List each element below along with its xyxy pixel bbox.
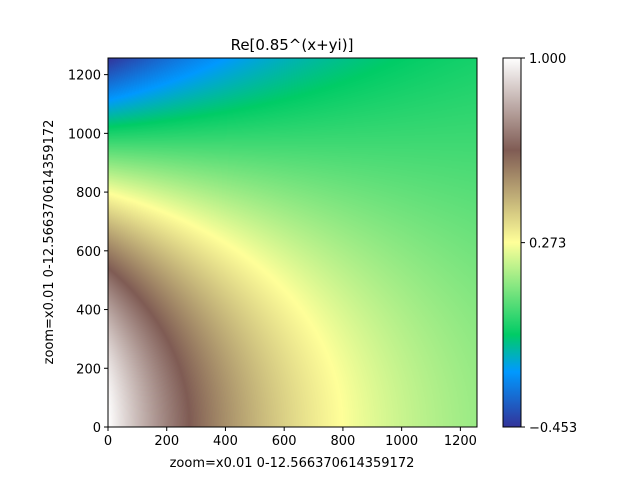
heatmap-container: [108, 58, 477, 427]
plot-area: [107, 57, 478, 428]
x-tick-label: 800: [330, 434, 355, 449]
y-tick-label: 600: [76, 245, 101, 260]
x-tick-label: 0: [104, 434, 112, 449]
y-axis: 0 200 400 600 800 1000 1200: [68, 69, 108, 436]
heatmap: [108, 58, 477, 427]
y-axis-label: zoom=x0.01 0-12.566370614359172: [42, 120, 57, 365]
y-tick-label: 200: [76, 362, 101, 377]
plot-frame: [107, 57, 478, 428]
y-tick-label: 1200: [68, 69, 101, 84]
chart-title: Re[0.85^(x+yi)]: [231, 36, 354, 54]
y-tick-label: 0: [93, 421, 101, 436]
x-axis-label: zoom=x0.01 0-12.566370614359172: [170, 456, 415, 471]
x-tick-label: 1000: [385, 434, 418, 449]
x-tick-label: 1200: [444, 434, 477, 449]
colorbar-gradient: [503, 58, 521, 427]
x-axis: 0 200 400 600 800 1000 1200: [104, 427, 477, 449]
x-tick-label: 400: [213, 434, 238, 449]
x-tick-label: 200: [154, 434, 179, 449]
y-tick-label: 400: [76, 304, 101, 319]
colorbar: 1.000 0.273 −0.453: [502, 52, 577, 436]
x-tick-label: 600: [272, 434, 297, 449]
colorbar-tick-label: −0.453: [529, 421, 577, 436]
colorbar-tick-label: 1.000: [529, 52, 566, 67]
colorbar-tick-label: 0.273: [529, 237, 566, 252]
y-tick-label: 1000: [68, 127, 101, 142]
colorbar-ticks: 1.000 0.273 −0.453: [521, 52, 577, 436]
y-tick-label: 800: [76, 186, 101, 201]
